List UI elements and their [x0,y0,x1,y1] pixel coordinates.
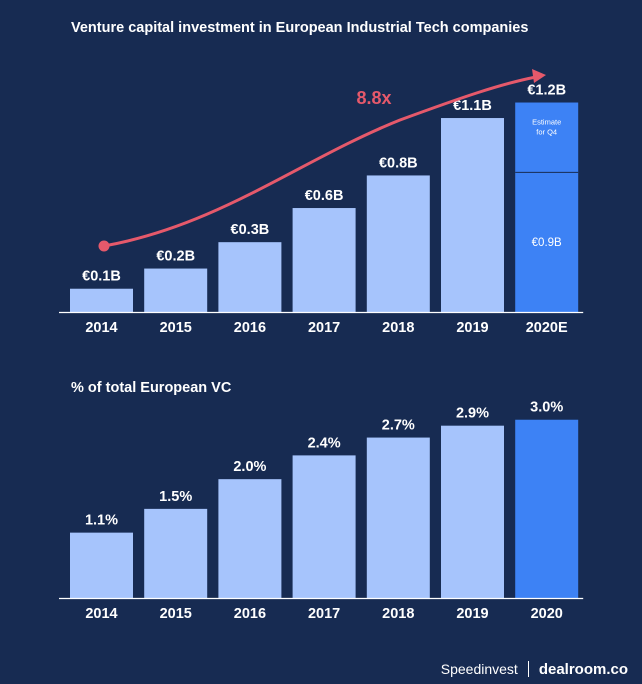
growth-arrow-head [532,69,546,83]
chart1-tick-label: 2015 [160,320,192,336]
footer: Speedinvest dealroom.co [0,654,642,684]
chart1-estimate-label: for Q4 [536,128,557,137]
chart2-tick-label: 2018 [382,606,414,622]
chart2-tick-label: 2015 [160,606,192,622]
chart1-value-label: €0.6B [305,188,344,204]
chart2-bar-2016 [218,479,282,598]
chart1-estimate-label: Estimate [532,118,561,127]
chart2-tick-label: 2016 [234,606,266,622]
chart2-bar-2015 [144,508,208,598]
chart1-value-label: €0.1B [82,269,121,285]
dealroom-logo: dealroom.co [538,660,628,678]
chart1-bar-2020E [515,102,579,312]
chart1-bar-2017 [292,208,356,312]
chart2-tick-label: 2019 [456,606,488,622]
chart1-bar-2015 [144,268,208,312]
growth-arrow-line [103,75,537,248]
chart1-title: Venture capital investment in European I… [71,20,528,36]
chart1-tick-label: 2020E [526,320,568,336]
chart2-bar-2018 [366,437,430,598]
chart2-bar-2020 [515,419,579,598]
chart2-tick-label: 2020 [531,606,563,622]
chart1-bar-2018 [366,175,430,312]
chart2-bar-2017 [292,455,356,598]
growth-arrow-start-dot [98,240,110,252]
chart1-value-label: €1.2B [527,83,566,99]
chart2-bar-2014 [70,532,133,598]
chart2-value-label: 1.5% [159,489,192,505]
chart1-bar-2019 [441,118,504,312]
chart2-value-label: 3.0% [530,400,563,416]
chart1-value-label: €0.8B [379,155,418,171]
chart1-bar-2014 [70,288,133,312]
chart1-tick-label: 2016 [234,320,266,336]
chart2-tick-label: 2014 [85,606,117,622]
chart2-value-label: 1.1% [85,513,118,529]
chart1-tick-label: 2019 [456,320,488,336]
chart2-value-label: 2.7% [382,418,415,434]
chart1-tick-label: 2018 [382,320,414,336]
chart2-bar-2019 [441,425,504,598]
growth-multiple-label: 8.8x [356,88,391,108]
chart1-value-label: €0.2B [156,249,195,265]
speedinvest-logo: Speedinvest [440,661,518,677]
chart1-bar-base-label: €0.9B [532,237,562,249]
chart2-value-label: 2.9% [456,406,489,422]
chart2-title: % of total European VC [71,380,232,396]
chart1-tick-label: 2014 [85,320,117,336]
chart2-value-label: 2.4% [308,435,341,451]
chart1-value-label: €1.1B [453,98,492,114]
chart2-value-label: 2.0% [233,459,266,475]
chart2-tick-label: 2017 [308,606,340,622]
chart1-value-label: €0.3B [231,222,270,238]
chart1-bar-2016 [218,242,282,312]
chart1-tick-label: 2017 [308,320,340,336]
logo-separator [527,661,529,677]
